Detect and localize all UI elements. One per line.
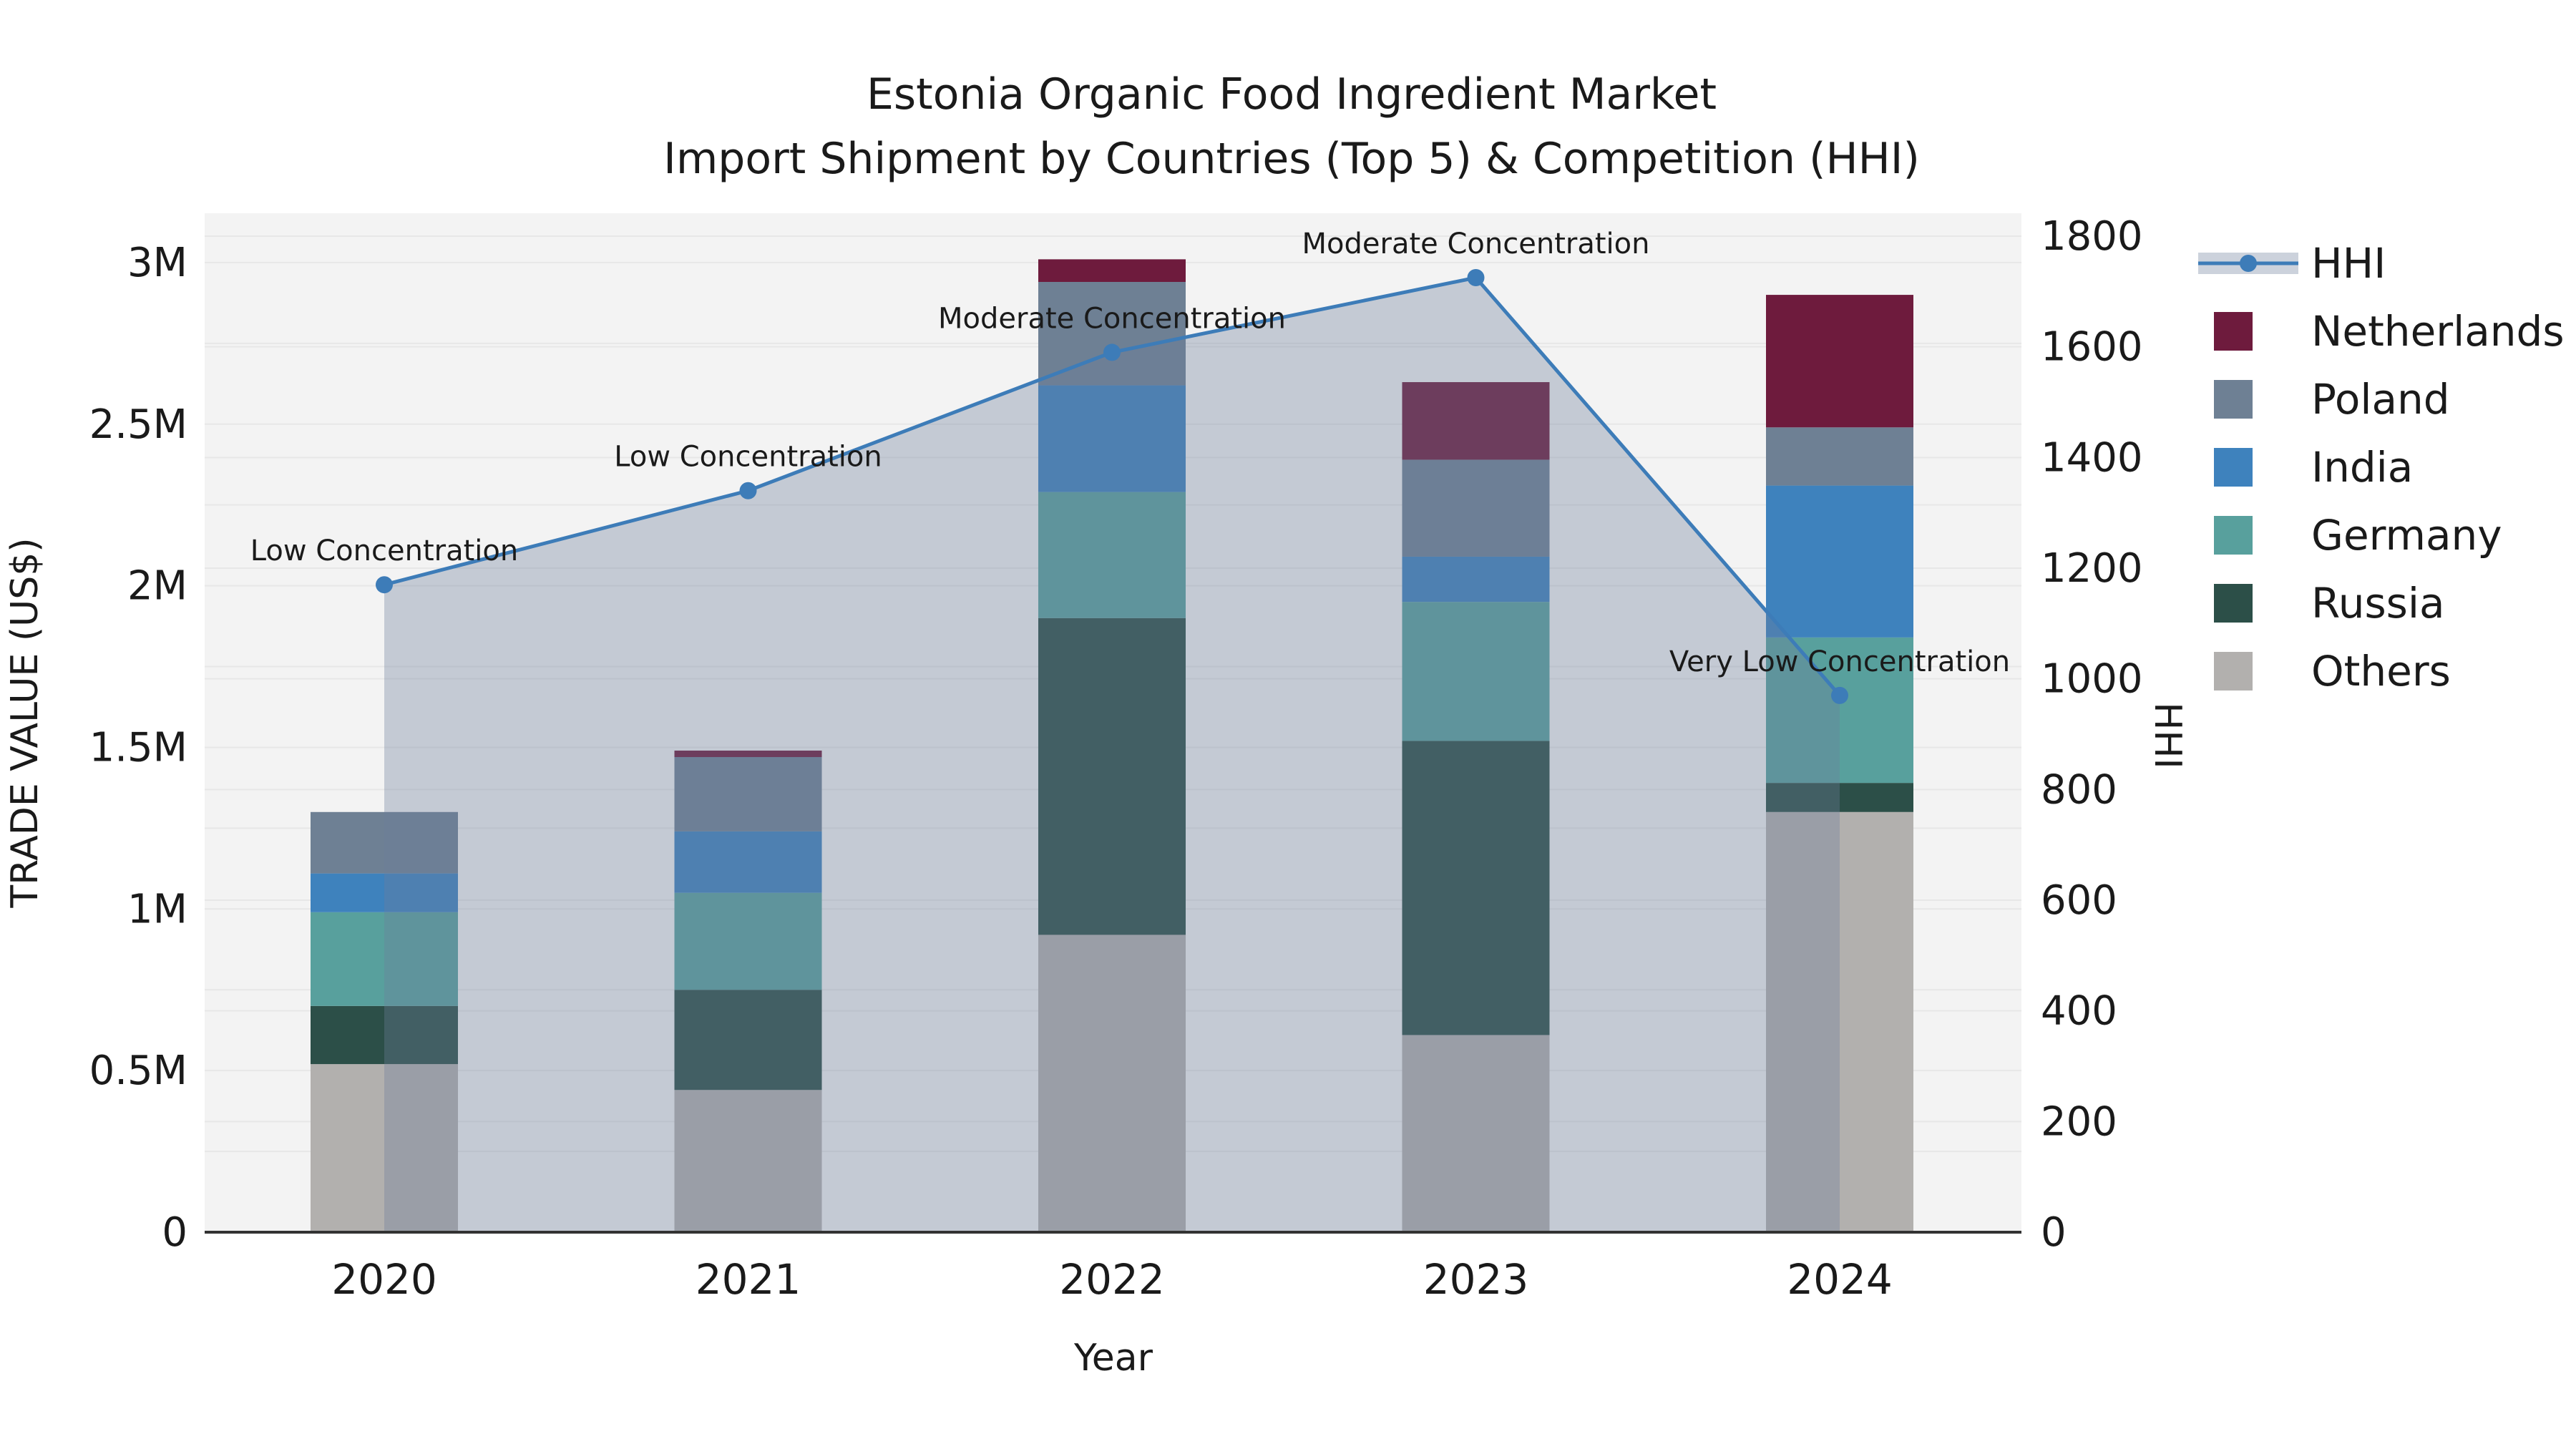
y-left-tick: 3M xyxy=(127,240,187,286)
annotation-2021: Low Concentration xyxy=(614,441,882,474)
x-tick-2021: 2021 xyxy=(696,1255,801,1304)
y-left-axis-title: TRADE VALUE (US$) xyxy=(4,537,47,908)
bar-segment-russia-2020 xyxy=(311,1005,458,1065)
y-left-tick: 1M xyxy=(127,886,187,932)
bar-segment-others-2024 xyxy=(1766,811,1913,1232)
annotation-2024: Very Low Concentration xyxy=(1669,645,2010,678)
bar-segment-poland-2024 xyxy=(1766,427,1913,486)
y-left-tick: 1.5M xyxy=(89,724,187,771)
annotation-2022: Moderate Concentration xyxy=(938,302,1286,335)
y-right-axis-title: HHI xyxy=(2146,702,2189,769)
y-left-tick: 0.5M xyxy=(89,1048,187,1094)
bar-segment-germany-2024 xyxy=(1766,637,1913,784)
y-right-tick: 1600 xyxy=(2041,324,2143,371)
hhi-marker-2022 xyxy=(1103,343,1121,361)
bar-segment-poland-2021 xyxy=(674,757,822,831)
bar-segment-netherlands-2022 xyxy=(1038,259,1186,283)
y-right-tick: 0 xyxy=(2041,1209,2067,1256)
bar-segment-russia-2023 xyxy=(1402,741,1550,1035)
bar-segment-others-2023 xyxy=(1402,1035,1550,1232)
legend: HHI Netherlands Poland India Germany Russia Ot… xyxy=(2198,239,2565,696)
hhi-marker-2023 xyxy=(1467,269,1485,286)
y-right-tick: 1200 xyxy=(2041,545,2143,592)
bar-segment-india-2021 xyxy=(674,831,822,893)
legend-swatch-poland xyxy=(2214,380,2253,419)
bar-segment-india-2020 xyxy=(311,873,458,912)
annotation-2020: Low Concentration xyxy=(250,535,518,567)
legend-item-poland: Poland xyxy=(2214,375,2450,424)
x-tick-2024: 2024 xyxy=(1787,1255,1893,1304)
legend-item-russia: Russia xyxy=(2214,579,2445,628)
y-right-tick: 400 xyxy=(2041,988,2117,1035)
legend-swatch-netherlands xyxy=(2214,312,2253,351)
bar-segment-germany-2020 xyxy=(311,912,458,1006)
stacked-bars xyxy=(311,259,1913,1232)
bar-segment-india-2022 xyxy=(1038,385,1186,492)
y-right-tick: 200 xyxy=(2041,1098,2117,1145)
y-right-tick: 1800 xyxy=(2041,213,2143,260)
y-left-tick: 0 xyxy=(162,1209,187,1256)
bar-segment-others-2020 xyxy=(311,1064,458,1232)
legend-swatch-germany xyxy=(2214,516,2253,555)
legend-label-poland: Poland xyxy=(2311,375,2450,424)
x-tick-2023: 2023 xyxy=(1423,1255,1529,1304)
x-tick-2020: 2020 xyxy=(331,1255,437,1304)
bar-segment-poland-2023 xyxy=(1402,459,1550,557)
hhi-marker-2020 xyxy=(376,576,393,594)
hhi-marker-2024 xyxy=(1831,686,1848,704)
bar-segment-others-2022 xyxy=(1038,935,1186,1232)
chart-title-line2: Import Shipment by Countries (Top 5) & C… xyxy=(663,134,1920,184)
legend-label-india: India xyxy=(2311,443,2413,492)
bar-segment-russia-2022 xyxy=(1038,618,1186,935)
legend-item-others: Others xyxy=(2214,647,2451,696)
bar-segment-poland-2020 xyxy=(311,811,458,874)
y-left-tick: 2M xyxy=(127,563,187,610)
bar-segment-russia-2021 xyxy=(674,990,822,1091)
legend-swatch-russia xyxy=(2214,584,2253,623)
legend-swatch-others xyxy=(2214,652,2253,691)
bar-segment-netherlands-2024 xyxy=(1766,295,1913,428)
hhi-area xyxy=(384,278,1840,1232)
bar-segment-netherlands-2021 xyxy=(674,750,822,758)
x-tick-2022: 2022 xyxy=(1059,1255,1165,1304)
legend-hhi-marker xyxy=(2240,255,2257,272)
legend-item-netherlands: Netherlands xyxy=(2214,307,2565,356)
hhi-marker-2021 xyxy=(739,482,757,499)
y-right-tick: 1400 xyxy=(2041,434,2143,481)
legend-label-netherlands: Netherlands xyxy=(2311,307,2565,356)
legend-label-germany: Germany xyxy=(2311,511,2502,560)
bar-segment-netherlands-2023 xyxy=(1402,382,1550,460)
y-right-tick: 600 xyxy=(2041,877,2117,924)
legend-label-hhi: HHI xyxy=(2311,239,2386,288)
bar-segment-poland-2022 xyxy=(1038,282,1186,386)
y-right-tick: 800 xyxy=(2041,766,2117,813)
annotation-2023: Moderate Concentration xyxy=(1302,228,1650,260)
bar-segment-germany-2021 xyxy=(674,892,822,990)
legend-item-hhi: HHI xyxy=(2198,239,2386,288)
legend-label-others: Others xyxy=(2311,647,2451,696)
legend-item-germany: Germany xyxy=(2214,511,2502,560)
bar-segment-germany-2023 xyxy=(1402,602,1550,741)
legend-label-russia: Russia xyxy=(2311,579,2445,628)
legend-swatch-india xyxy=(2214,448,2253,487)
y-left-tick: 2.5M xyxy=(89,401,187,448)
annotations: Low Concentration Low Concentration Modera… xyxy=(250,228,2010,678)
legend-item-india: India xyxy=(2214,443,2413,492)
bar-segment-others-2021 xyxy=(674,1090,822,1232)
y-right-tick: 1000 xyxy=(2041,656,2143,703)
bar-segment-russia-2024 xyxy=(1766,783,1913,812)
hhi-area-fill xyxy=(384,278,1840,1232)
axes: 0 0.5M 1M 1.5M 2M 2.5M 3M 0 200 400 600 800 1000 1200… xyxy=(89,213,2143,1304)
chart-title-line1: Estonia Organic Food Ingredient Market xyxy=(867,69,1717,119)
bar-segment-india-2023 xyxy=(1402,556,1550,602)
x-axis-title: Year xyxy=(1073,1337,1153,1380)
hhi-line xyxy=(376,269,1848,704)
bar-segment-india-2024 xyxy=(1766,485,1913,638)
bar-segment-germany-2022 xyxy=(1038,492,1186,618)
